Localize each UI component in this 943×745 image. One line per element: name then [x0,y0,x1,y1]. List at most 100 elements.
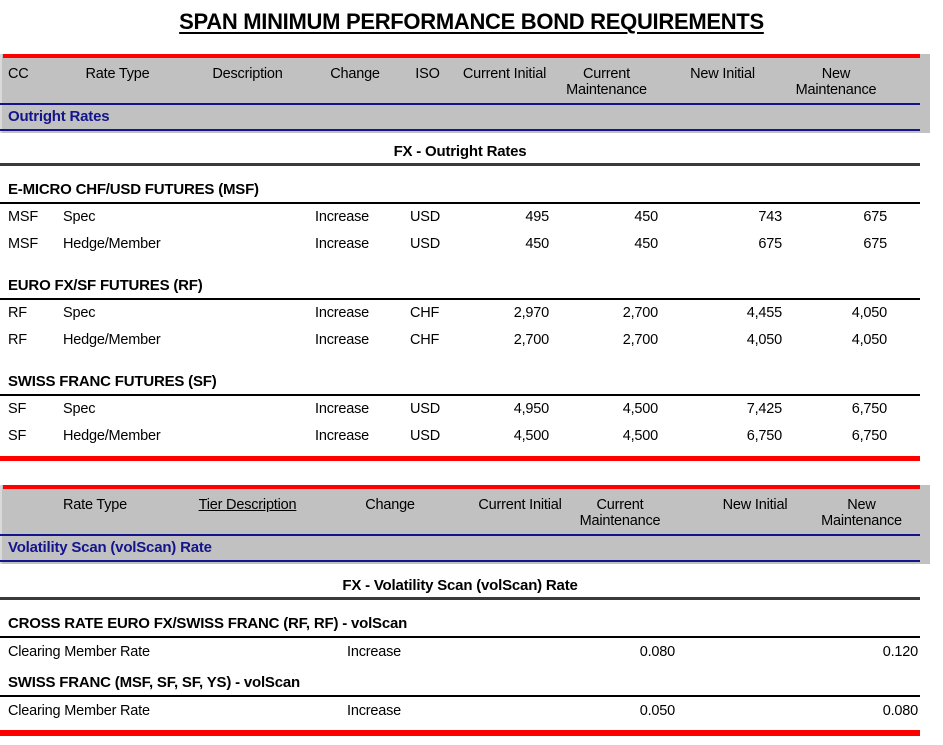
page-title-text: SPAN MINIMUM PERFORMANCE BOND REQUIREMEN… [179,9,764,34]
cell-new-initial [705,638,805,666]
cell-new-initial: 6,750 [746,428,782,444]
group-rule [0,636,920,638]
col-header-current-maintenance: Current Maintenance [579,497,661,529]
red-divider [3,54,920,58]
cell-current-maintenance: 450 [634,209,658,225]
cell-current-initial: 4,950 [513,401,549,417]
fx-section-title: FX - Volatility Scan (volScan) Rate [342,577,578,594]
cell-new-initial: 743 [758,209,782,225]
col-header-cc: CC [8,66,29,82]
cell-current-initial: 495 [525,209,549,225]
table-row: RF Hedge/Member Increase CHF 2,700 2,700… [0,327,920,354]
cell-cc: MSF [8,209,39,225]
cell-iso: USD [410,428,441,444]
cell-current-maintenance: 0.050 [639,703,675,719]
cell-iso: USD [410,236,441,252]
section-rule [0,163,920,166]
cell-current-initial: 2,970 [513,305,549,321]
cell-iso: CHF [410,305,440,321]
col-header-rate-type: Rate Type [62,497,128,513]
cell-new-maintenance: 4,050 [851,305,887,321]
col-header-change: Change [330,66,380,82]
volscan-header-band: Rate Type Tier Description Change Curren… [0,485,930,564]
col-header-new-initial: New Initial [722,497,788,513]
cell-new-initial: 7,425 [746,401,782,417]
navy-divider [0,560,920,562]
cell-rate-type: Spec [63,209,96,225]
outright-column-headers: CC Rate Type Description Change ISO Curr… [0,58,920,103]
group-rule [0,202,920,204]
cell-change: Increase [347,644,402,660]
col-header-current-initial: Current Initial [478,497,562,513]
group-title-cross-rate: CROSS RATE EURO FX/SWISS FRANC (RF, RF) … [8,615,408,632]
cell-current-initial: 450 [525,236,549,252]
cell-description [180,300,315,327]
table-row: RF Spec Increase CHF 2,970 2,700 4,455 4… [0,300,920,327]
group-title-swiss-franc: SWISS FRANC (MSF, SF, SF, YS) - volScan [8,674,300,691]
section-rule [0,597,920,600]
col-header-current-maintenance: Current Maintenance [566,66,647,98]
cell-cc: SF [8,428,27,444]
cell-change: Increase [315,209,370,225]
cell-rate-type: Hedge/Member [63,236,161,252]
col-header-change: Change [365,497,415,513]
cell-rate-type: Hedge/Member [63,428,161,444]
cell-cc: RF [8,305,27,321]
cell-change: Increase [315,305,370,321]
cell-description [180,423,315,450]
group-rule [0,695,920,697]
group-rule [0,394,920,396]
navy-divider [0,129,920,131]
cell-tier-description [190,697,305,725]
cell-new-initial: 675 [758,236,782,252]
cell-new-maintenance: 675 [863,209,887,225]
table-row: MSF Hedge/Member Increase USD 450 450 67… [0,231,920,258]
cell-tier-description [190,638,305,666]
cell-iso: USD [410,209,441,225]
cell-cc: SF [8,401,27,417]
cell-current-maintenance: 2,700 [622,332,658,348]
red-divider [0,456,920,461]
volscan-column-headers: Rate Type Tier Description Change Curren… [0,489,920,534]
cell-change: Increase [315,236,370,252]
cell-description [180,231,315,258]
col-header-new-maintenance: New Maintenance [821,497,902,529]
cell-new-initial [705,697,805,725]
section-band-label: Outright Rates [8,108,110,125]
table-row: Clearing Member Rate Increase 0.080 0.12… [0,638,920,666]
red-divider [3,485,920,489]
cell-new-maintenance: 0.120 [882,644,918,660]
section-band-label: Volatility Scan (volScan) Rate [8,539,212,556]
red-divider-bottom [0,730,920,736]
col-header-rate-type: Rate Type [85,66,150,82]
navy-divider [0,103,920,105]
cell-new-initial: 4,455 [746,305,782,321]
cell-rate-type: Spec [63,401,96,417]
group-title-msf: E-MICRO CHF/USD FUTURES (MSF) [8,181,259,198]
cell-rate-type: Hedge/Member [63,332,161,348]
cell-current-initial: 2,700 [513,332,549,348]
outright-header-band: CC Rate Type Description Change ISO Curr… [0,54,930,133]
cell-description [180,327,315,354]
cell-change: Increase [315,428,370,444]
cell-cc: RF [8,332,27,348]
cell-current-initial [475,638,565,666]
cell-description [180,204,315,231]
cell-iso: USD [410,401,441,417]
col-header-iso: ISO [415,66,440,82]
fx-section-title: FX - Outright Rates [393,143,527,160]
cell-description [180,396,315,423]
cell-current-maintenance: 2,700 [622,305,658,321]
table-row: SF Spec Increase USD 4,950 4,500 7,425 6… [0,396,920,423]
cell-new-maintenance: 4,050 [851,332,887,348]
cell-change: Increase [347,703,402,719]
cell-rate-type: Clearing Member Rate [8,703,150,719]
cell-new-maintenance: 0.080 [882,703,918,719]
group-title-sf: SWISS FRANC FUTURES (SF) [8,373,217,390]
cell-new-maintenance: 6,750 [851,428,887,444]
cell-current-initial [475,697,565,725]
cell-change: Increase [315,401,370,417]
group-title-rf: EURO FX/SF FUTURES (RF) [8,277,203,294]
cell-new-maintenance: 675 [863,236,887,252]
